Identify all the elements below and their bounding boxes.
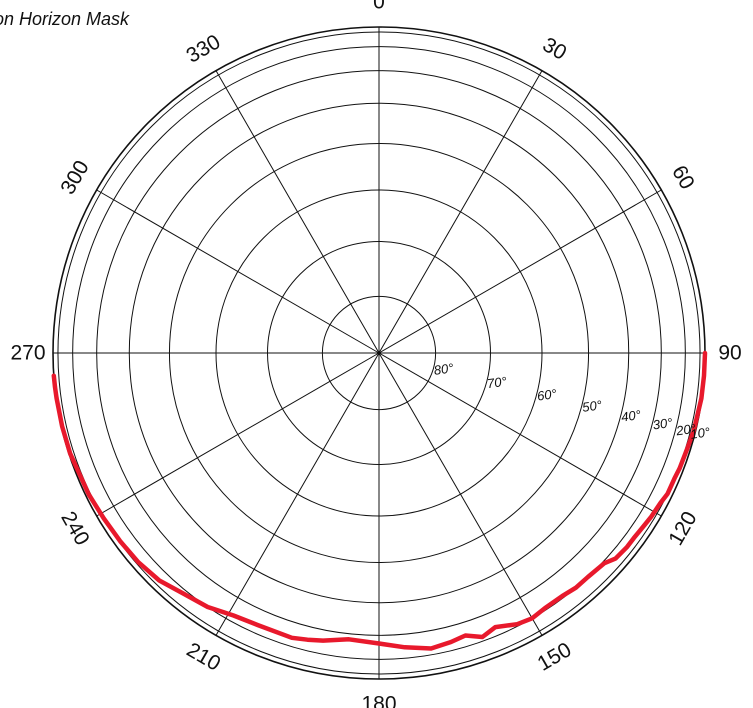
elevation-label-50: 50° [581, 397, 603, 415]
azimuth-label-120: 120 [664, 508, 701, 550]
azimuth-label-180: 180 [361, 693, 396, 708]
azimuth-label-60: 60 [667, 162, 699, 194]
elevation-label-30: 30° [652, 415, 674, 433]
elevation-label-80: 80° [433, 360, 455, 378]
polar-grid [52, 26, 706, 680]
azimuth-label-330: 330 [183, 30, 225, 67]
chart-title: on Horizon Mask [0, 9, 130, 29]
elevation-label-60: 60° [536, 386, 558, 404]
azimuth-spoke-240 [96, 352, 380, 517]
azimuth-spoke-300 [96, 189, 380, 354]
azimuth-label-240: 240 [56, 508, 93, 550]
azimuth-spoke-30 [378, 70, 543, 354]
azimuth-label-30: 30 [539, 33, 571, 65]
azimuth-label-210: 210 [183, 638, 225, 675]
axis-labels: 0 30 60 90 120 150 180 210 240 270 300 330 80° 70° 60°… [10, 0, 741, 708]
azimuth-label-150: 150 [534, 638, 576, 675]
elevation-label-40: 40° [620, 407, 642, 425]
azimuth-label-0: 0 [373, 0, 385, 14]
azimuth-spoke-150 [378, 352, 543, 636]
series-line-0 [51, 350, 708, 651]
azimuth-label-300: 300 [56, 157, 93, 199]
azimuth-label-270: 270 [10, 342, 45, 365]
azimuth-spoke-60 [378, 189, 662, 354]
azimuth-spoke-210 [215, 352, 380, 636]
azimuth-spoke-120 [378, 352, 662, 517]
azimuth-label-90: 90 [718, 342, 741, 365]
elevation-label-20: 20° [674, 421, 697, 439]
azimuth-spoke-330 [215, 70, 380, 354]
elevation-label-10: 10° [689, 424, 711, 442]
horizon-mask-trace [51, 350, 708, 651]
elevation-label-70: 70° [486, 374, 508, 392]
